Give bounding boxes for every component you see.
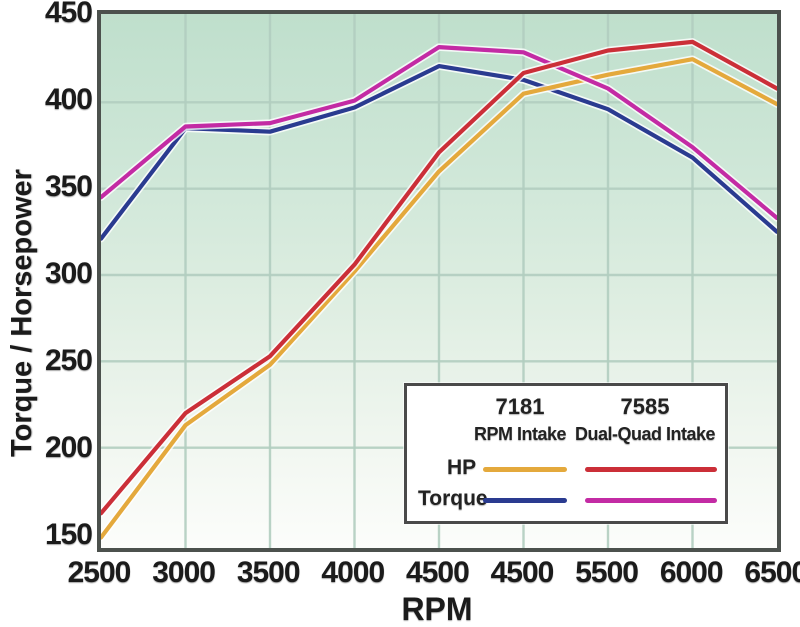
y-tick-200: 200 [44, 431, 93, 464]
x-tick-2: 3500 [236, 556, 301, 589]
series-line-hp-7181 [101, 57, 777, 540]
x-tick-5: 4500 [490, 556, 555, 589]
series-line-torque-7181 [101, 63, 777, 241]
legend-swatch-torque-7585 [585, 498, 717, 503]
x-axis-title: RPM [401, 591, 473, 627]
legend-column-7585: 7585 Dual-Quad Intake [567, 394, 723, 445]
x-tick-7: 6000 [659, 556, 724, 589]
legend-model-7181: 7181 [495, 394, 545, 419]
legend-row-torque-label: Torque [418, 487, 488, 510]
x-tick-0: 2500 [67, 556, 132, 589]
legend-swatch-torque-7181 [483, 498, 567, 503]
x-tick-6: 5500 [575, 556, 639, 589]
chart-canvas [101, 14, 777, 548]
legend-model-7585: 7585 [620, 394, 670, 419]
y-axis-title: Torque / Horsepower [6, 169, 38, 457]
y-tick-350: 350 [44, 170, 93, 203]
y-tick-250: 250 [44, 344, 93, 377]
legend-column-7181: 7181 RPM Intake [455, 394, 585, 445]
series-line-hp-7585 [101, 39, 777, 516]
plot-area: 7181 RPM Intake 7585 Dual-Quad Intake HP… [97, 10, 781, 552]
y-tick-450: 450 [44, 0, 93, 29]
x-tick-8: 6500 [744, 556, 800, 589]
legend-swatch-hp-7585 [585, 467, 717, 472]
y-tick-300: 300 [44, 257, 93, 290]
x-tick-4: 4500 [406, 556, 470, 589]
series-line-torque-7585 [101, 44, 777, 221]
x-tick-1: 3000 [152, 556, 216, 589]
legend-swatch-hp-7181 [483, 467, 567, 472]
legend-intake-dual-quad: Dual-Quad Intake [574, 424, 716, 444]
x-tick-3: 4000 [321, 556, 385, 589]
legend-row-hp-label: HP [447, 456, 477, 479]
y-tick-150: 150 [44, 518, 93, 551]
legend-intake-rpm: RPM Intake [473, 424, 567, 444]
y-tick-400: 400 [44, 83, 93, 116]
legend: 7181 RPM Intake 7585 Dual-Quad Intake HP… [404, 383, 728, 524]
